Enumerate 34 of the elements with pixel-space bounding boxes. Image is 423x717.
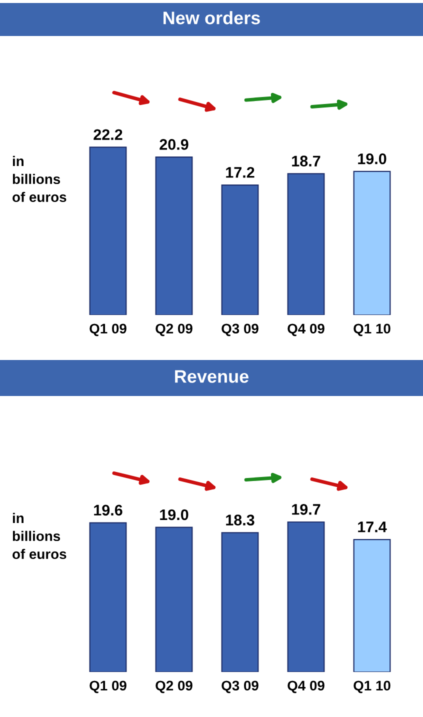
data-label: 20.9 — [160, 139, 188, 150]
chart-title: New orders — [164, 11, 260, 24]
chart-title: Revenue — [175, 370, 249, 383]
bar — [89, 522, 127, 672]
bar — [287, 521, 325, 672]
data-label: 22.2 — [94, 129, 122, 140]
bar — [353, 538, 391, 672]
bar — [89, 146, 127, 315]
x-tick-label: Q1 09 — [90, 680, 126, 694]
data-label: 19.0 — [160, 509, 188, 520]
x-tick-label: Q3 09 — [222, 680, 258, 694]
data-label: 17.2 — [226, 167, 254, 178]
x-tick-label: Q1 09 — [90, 324, 126, 336]
data-label: 19.0 — [358, 153, 386, 164]
data-label: 18.3 — [226, 514, 254, 526]
x-tick-label: Q1 10 — [354, 680, 390, 694]
y-axis-title: in billions of euros — [12, 156, 66, 202]
data-label: 17.4 — [358, 522, 387, 532]
x-tick-label: Q4 09 — [288, 680, 324, 694]
x-tick-label: Q3 09 — [222, 324, 258, 336]
x-tick-label: Q1 10 — [354, 324, 390, 336]
data-label: 19.6 — [94, 504, 122, 516]
x-tick-label: Q4 09 — [288, 324, 324, 336]
y-axis-title: in billions of euros — [12, 512, 66, 560]
bar — [353, 170, 391, 315]
bar — [287, 173, 325, 315]
bar — [221, 532, 259, 672]
data-label: 19.7 — [292, 504, 320, 515]
x-tick-label: Q2 09 — [156, 324, 192, 336]
bar — [221, 184, 259, 315]
data-label: 18.7 — [292, 156, 320, 166]
x-tick-label: Q2 09 — [156, 680, 192, 694]
bar — [155, 156, 193, 315]
bar — [155, 526, 193, 672]
